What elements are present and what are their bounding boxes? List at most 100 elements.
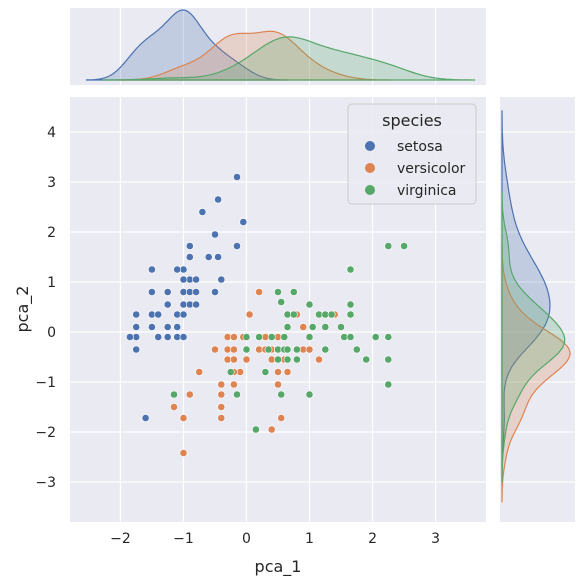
scatter-point-versicolor [170, 403, 178, 411]
scatter-point-setosa [198, 208, 207, 216]
scatter-point-setosa [192, 275, 200, 284]
y-tick-label: −1 [35, 375, 56, 391]
scatter-point-virginica [384, 242, 393, 250]
scatter-point-versicolor [229, 333, 238, 341]
scatter-point-setosa [141, 414, 150, 422]
x-tick-label: −2 [110, 531, 131, 547]
scatter-point-versicolor [217, 390, 226, 399]
legend-title: species [382, 111, 442, 130]
scatter-point-setosa [154, 310, 163, 319]
scatter-point-setosa [192, 288, 200, 296]
legend-marker-setosa [365, 141, 375, 151]
scatter-point-setosa [125, 333, 134, 341]
scatter-point-versicolor [283, 368, 292, 376]
y-tick-label: −2 [35, 425, 56, 441]
legend-label-virginica: virginica [397, 183, 457, 199]
x-tick-label: 3 [431, 531, 440, 547]
top-marginal-kde [70, 8, 486, 85]
top-kde-virginica [102, 36, 476, 81]
legend-box [347, 103, 477, 205]
scatter-point-virginica [346, 310, 355, 319]
scatter-point-virginica [362, 355, 371, 364]
scatter-point-virginica [289, 310, 298, 319]
scatter-point-virginica [242, 345, 251, 354]
scatter-point-setosa [179, 310, 188, 319]
scatter-point-virginica [321, 323, 330, 331]
legend-items: setosa versicolor virginica [365, 139, 466, 199]
scatter-point-virginica [170, 390, 178, 399]
legend: species setosa versicolor virginica [347, 103, 477, 205]
scatter-point-versicolor [245, 310, 254, 319]
scatter-point-virginica [384, 380, 393, 389]
scatter-point-versicolor [299, 323, 308, 331]
scatter-point-setosa [211, 288, 219, 296]
scatter-point-setosa [179, 333, 188, 341]
y-tick-label: 0 [47, 325, 56, 341]
y-tick-label: 2 [47, 225, 56, 241]
scatter-point-virginica [346, 333, 355, 341]
scatter-point-virginica [308, 323, 317, 331]
scatter-point-setosa [147, 288, 156, 296]
scatter-point-setosa [163, 288, 172, 296]
scatter-point-setosa [147, 265, 156, 274]
scatter-point-virginica [305, 300, 314, 309]
scatter-point-setosa [185, 253, 194, 261]
legend-label-setosa: setosa [397, 139, 443, 155]
scatter-point-virginica [277, 390, 286, 399]
right-marginal-kde [500, 97, 575, 522]
scatter-point-virginica [384, 355, 393, 364]
scatter-point-versicolor [242, 355, 251, 364]
scatter-point-versicolor [217, 414, 226, 422]
scatter-point-virginica [292, 355, 301, 364]
scatter-point-setosa [217, 275, 226, 284]
scatter-point-virginica [337, 323, 345, 331]
scatter-point-virginica [321, 345, 330, 354]
scatter-point-versicolor [267, 425, 276, 434]
scatter-point-virginica [289, 288, 298, 296]
scatter-point-versicolor [229, 380, 238, 389]
scatter-point-virginica [251, 425, 260, 434]
scatter-point-virginica [261, 368, 270, 376]
y-tick-label: 4 [47, 125, 56, 141]
scatter-point-versicolor [229, 355, 238, 364]
y-tick-label: 3 [47, 175, 56, 191]
right-marginal-curves [501, 110, 571, 503]
scatter-point-setosa [192, 300, 200, 309]
scatter-point-virginica [283, 323, 292, 331]
scatter-point-virginica [255, 333, 263, 341]
top-marginal-background [70, 8, 486, 85]
scatter-point-virginica [346, 300, 355, 309]
top-marginal-curves [86, 9, 476, 81]
scatter-point-virginica [400, 242, 408, 250]
right-kde-virginica [501, 192, 566, 483]
scatter-point-setosa [132, 310, 141, 319]
scatter-point-virginica [384, 333, 393, 341]
x-tick-label: 0 [242, 531, 251, 547]
scatter-point-virginica [371, 333, 380, 341]
y-tick-label: 1 [47, 275, 56, 291]
scatter-point-setosa [185, 242, 194, 250]
scatter-point-versicolor [217, 403, 226, 411]
scatter-point-virginica [305, 390, 314, 399]
scatter-point-setosa [173, 323, 182, 331]
scatter-point-setosa [179, 275, 188, 284]
right-kde-setosa [501, 110, 551, 485]
scatter-point-virginica [274, 355, 282, 364]
scatter-point-virginica [233, 390, 241, 399]
scatter-point-virginica [346, 265, 355, 274]
y-axis-label: pca_2 [13, 286, 33, 333]
scatter-point-versicolor [179, 414, 188, 422]
scatter-point-versicolor [274, 368, 282, 376]
x-tick-labels: −2 −1 0 1 2 3 [110, 531, 440, 547]
scatter-point-setosa [214, 253, 222, 261]
top-marginal-grid [119, 8, 437, 85]
legend-marker-versicolor [365, 163, 375, 173]
scatter-point-setosa [163, 333, 172, 341]
scatter-point-versicolor [195, 368, 204, 376]
scatter-point-setosa [147, 323, 156, 331]
scatter-point-setosa [173, 265, 182, 274]
y-tick-label: −3 [35, 475, 56, 491]
scatter-point-virginica [242, 333, 251, 341]
